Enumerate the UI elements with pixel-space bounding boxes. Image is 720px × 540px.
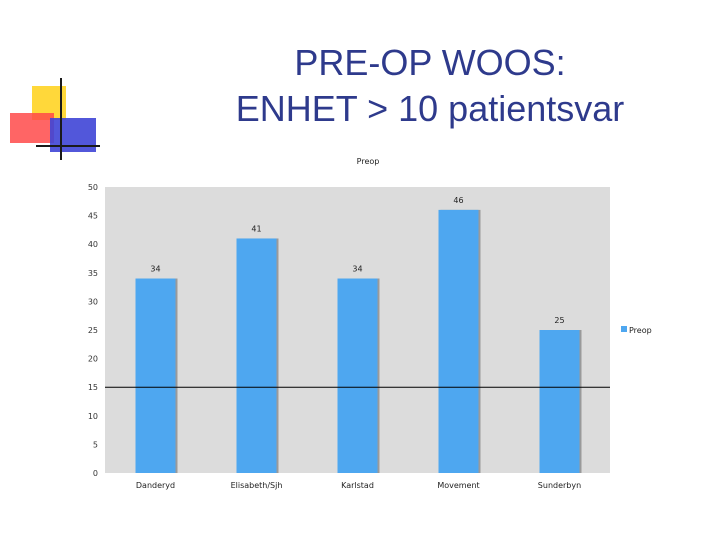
y-tick-label: 20 (88, 355, 98, 364)
x-tick-label: Danderyd (136, 481, 175, 490)
legend-swatch (621, 326, 627, 332)
y-tick-label: 50 (88, 183, 98, 192)
y-tick-label: 40 (88, 240, 98, 249)
y-tick-label: 0 (93, 469, 98, 478)
x-tick-label: Elisabeth/Sjh (231, 481, 283, 490)
bar (135, 278, 176, 473)
bar-value-label: 34 (150, 265, 160, 274)
chart-title: Preop (357, 157, 380, 166)
bar-value-label: 41 (251, 224, 261, 233)
y-tick-label: 5 (93, 440, 98, 449)
x-tick-label: Movement (437, 481, 479, 490)
y-tick-label: 10 (88, 412, 98, 421)
slide-title-line-2: ENHET > 10 patientsvar (235, 88, 625, 129)
bar (539, 330, 580, 473)
y-tick-label: 45 (88, 212, 98, 221)
slide-decoration-logo (10, 78, 100, 160)
bar (236, 238, 277, 473)
bar-value-label: 46 (453, 196, 463, 205)
y-tick-label: 30 (88, 297, 98, 306)
deco-red-square (10, 113, 54, 143)
legend-label: Preop (629, 326, 652, 335)
y-tick-label: 35 (88, 269, 98, 278)
y-tick-label: 15 (88, 383, 98, 392)
bar (438, 209, 479, 473)
x-tick-label: Sunderbyn (538, 481, 581, 490)
bar-value-label: 34 (352, 265, 362, 274)
x-tick-label: Karlstad (341, 481, 374, 490)
y-tick-label: 25 (88, 326, 98, 335)
slide-title-line-1: PRE-OP WOOS: (294, 42, 566, 83)
bar (337, 278, 378, 473)
slide-title: PRE-OP WOOS: ENHET > 10 patientsvar (150, 40, 710, 132)
bar-value-label: 25 (554, 316, 564, 325)
